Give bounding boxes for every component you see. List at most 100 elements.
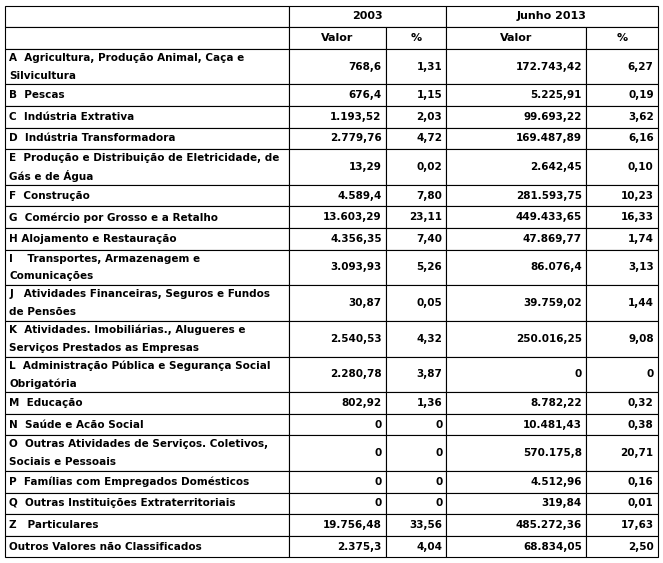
Bar [446, 49, 586, 84]
Text: M  Educação: M Educação [9, 398, 83, 408]
Text: D  Indústria Transformadora: D Indústria Transformadora [9, 133, 176, 144]
Text: 16,33: 16,33 [621, 212, 654, 222]
Bar [386, 27, 446, 49]
Text: 99.693,22: 99.693,22 [524, 112, 582, 122]
Bar [586, 321, 658, 356]
Bar [5, 536, 289, 557]
Bar [5, 84, 289, 106]
Text: 68.834,05: 68.834,05 [523, 542, 582, 552]
Bar [5, 49, 289, 84]
Bar [289, 249, 386, 285]
Bar [5, 514, 289, 536]
Text: 319,84: 319,84 [542, 498, 582, 508]
Bar [586, 249, 658, 285]
Text: 7,40: 7,40 [416, 234, 442, 244]
Bar [5, 471, 289, 493]
Text: Valor: Valor [321, 33, 353, 43]
Text: %: % [616, 33, 627, 43]
Bar [446, 207, 586, 228]
Bar [446, 536, 586, 557]
Text: 0,32: 0,32 [628, 398, 654, 408]
Bar [5, 27, 289, 49]
Bar [586, 27, 658, 49]
Text: 485.272,36: 485.272,36 [516, 520, 582, 530]
Text: 20,71: 20,71 [621, 448, 654, 458]
Bar [386, 493, 446, 514]
Bar [446, 285, 586, 321]
Bar [446, 321, 586, 356]
Text: 0,05: 0,05 [416, 298, 442, 308]
Bar [289, 106, 386, 128]
Text: 4.589,4: 4.589,4 [337, 191, 382, 200]
Bar [5, 128, 289, 149]
Text: 1,74: 1,74 [628, 234, 654, 244]
Bar [446, 249, 586, 285]
Text: 19.756,48: 19.756,48 [323, 520, 382, 530]
Bar [289, 128, 386, 149]
Text: 1,36: 1,36 [416, 398, 442, 408]
Bar [586, 414, 658, 435]
Text: Obrigatória: Obrigatória [9, 378, 77, 388]
Bar [289, 285, 386, 321]
Bar [5, 6, 289, 27]
Text: 3,13: 3,13 [628, 262, 654, 272]
Text: 676,4: 676,4 [348, 90, 382, 100]
Text: 0,38: 0,38 [628, 419, 654, 430]
Text: 570.175,8: 570.175,8 [523, 448, 582, 458]
Text: 3,62: 3,62 [628, 112, 654, 122]
Text: 2,50: 2,50 [628, 542, 654, 552]
Text: Gás e de Água: Gás e de Água [9, 170, 93, 182]
Text: 86.076,4: 86.076,4 [530, 262, 582, 272]
Text: 10,23: 10,23 [621, 191, 654, 200]
Bar [386, 149, 446, 185]
Bar [586, 128, 658, 149]
Text: 0: 0 [435, 477, 442, 487]
Bar [446, 128, 586, 149]
Bar [386, 435, 446, 471]
Text: 2.280,78: 2.280,78 [330, 369, 382, 379]
Bar [446, 228, 586, 249]
Text: 47.869,77: 47.869,77 [523, 234, 582, 244]
Text: 169.487,89: 169.487,89 [516, 133, 582, 144]
Bar [586, 471, 658, 493]
Text: %: % [410, 33, 422, 43]
Bar [5, 356, 289, 392]
Text: 6,16: 6,16 [628, 133, 654, 144]
Bar [5, 207, 289, 228]
Bar [386, 49, 446, 84]
Bar [289, 27, 386, 49]
Bar [446, 149, 586, 185]
Text: 33,56: 33,56 [409, 520, 442, 530]
Bar [289, 321, 386, 356]
Bar [5, 106, 289, 128]
Bar [386, 321, 446, 356]
Bar [5, 149, 289, 185]
Text: K  Atividades. Imobiliárias., Alugueres e: K Atividades. Imobiliárias., Alugueres e [9, 324, 246, 335]
Bar [289, 185, 386, 207]
Bar [5, 435, 289, 471]
Text: 17,63: 17,63 [621, 520, 654, 530]
Bar [386, 392, 446, 414]
Text: Q  Outras Instituições Extraterritoriais: Q Outras Instituições Extraterritoriais [9, 498, 236, 508]
Text: 2.375,3: 2.375,3 [337, 542, 382, 552]
Text: 0,19: 0,19 [628, 90, 654, 100]
Text: 2.540,53: 2.540,53 [330, 334, 382, 344]
Text: Z   Particulares: Z Particulares [9, 520, 99, 530]
Text: 4,72: 4,72 [416, 133, 442, 144]
Bar [446, 185, 586, 207]
Text: 23,11: 23,11 [409, 212, 442, 222]
Bar [289, 356, 386, 392]
Text: 30,87: 30,87 [349, 298, 382, 308]
Bar [586, 207, 658, 228]
Text: 1,15: 1,15 [416, 90, 442, 100]
Text: 1.193,52: 1.193,52 [330, 112, 382, 122]
Bar [586, 149, 658, 185]
Text: 0: 0 [435, 419, 442, 430]
Text: 281.593,75: 281.593,75 [516, 191, 582, 200]
Bar [446, 106, 586, 128]
Text: 449.433,65: 449.433,65 [516, 212, 582, 222]
Text: E  Produção e Distribuição de Eletricidade, de: E Produção e Distribuição de Eletricidad… [9, 153, 280, 163]
Bar [386, 356, 446, 392]
Text: F  Construção: F Construção [9, 191, 90, 200]
Bar [386, 285, 446, 321]
